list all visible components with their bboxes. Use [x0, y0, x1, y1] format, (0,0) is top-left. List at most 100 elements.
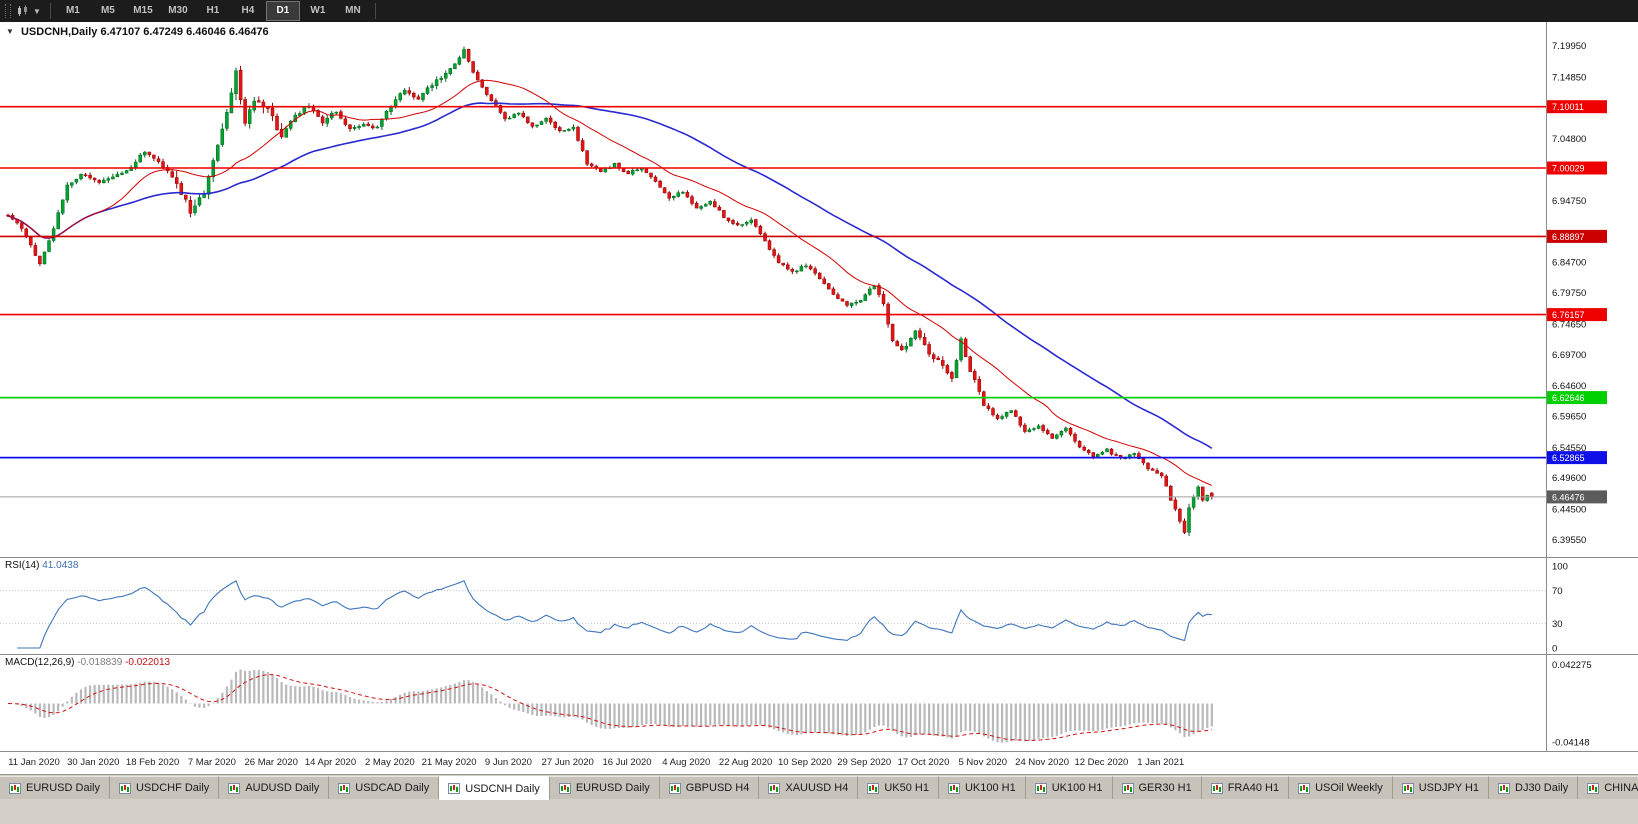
- chart-tab-icon: [1401, 782, 1414, 794]
- rsi-panel: 100 70 30 0: [0, 562, 1568, 655]
- chart-tab-usdcad-daily[interactable]: USDCAD Daily: [329, 776, 440, 799]
- chart-tab-usdcnh-daily[interactable]: USDCNH Daily: [439, 776, 550, 800]
- date-axis-label: 2 May 2020: [365, 757, 415, 768]
- current-price-badge: [1547, 490, 1607, 504]
- timeframe-button-h1[interactable]: H1: [206, 5, 220, 16]
- date-axis-label: 9 Jun 2020: [485, 757, 532, 768]
- chart-tab-icon: [1210, 782, 1223, 794]
- price-axis[interactable]: 7.19950 7.14850 7.04800 6.94750 6.84700 6.797…: [1552, 41, 1586, 546]
- chart-tab-gbpusd-h4[interactable]: GBPUSD H4: [659, 776, 760, 799]
- chart-tab-icon: [448, 783, 461, 794]
- timeframe-buttons: M1 M5 M15 M30 H1 H4 D1 W1 MN: [56, 1, 370, 21]
- price-level-badge-text: 6.52865: [1552, 453, 1585, 463]
- date-axis-label: 12 Dec 2020: [1074, 757, 1128, 768]
- price-level-badge: [1547, 229, 1607, 243]
- price-axis-tick: 6.69700: [1552, 350, 1586, 361]
- price-axis-tick: 7.14850: [1552, 73, 1586, 84]
- timeframe-toolbar: ▼ M1 M5 M15 M30 H1 H4 D1 W1 MN: [0, 0, 1638, 22]
- timeframe-button-h4[interactable]: H4: [241, 5, 255, 16]
- chevron-down-icon[interactable]: ▼: [33, 6, 41, 16]
- toolbar-grip[interactable]: [5, 4, 11, 18]
- chart-tab-audusd-daily[interactable]: AUDUSD Daily: [219, 776, 330, 799]
- chart-tab-label: USDJPY H1: [1418, 782, 1480, 794]
- chart-tab-usdjpy-h1[interactable]: USDJPY H1: [1392, 776, 1490, 799]
- rsi-indicator-value: 41.0438: [42, 560, 79, 571]
- price-level-badge: [1547, 451, 1607, 465]
- chart-tab-dj30-daily[interactable]: DJ30 Daily: [1489, 776, 1579, 799]
- chart-tab-fra40-h1[interactable]: FRA40 H1: [1201, 776, 1290, 799]
- price-axis-tick: 6.84700: [1552, 258, 1586, 269]
- date-axis-label: 1 Jan 2021: [1137, 757, 1184, 768]
- chart-tab-uk100-h1[interactable]: UK100 H1: [1025, 776, 1113, 799]
- rsi-axis-label: 70: [1552, 586, 1563, 597]
- current-price-badge-text: 6.46476: [1552, 492, 1585, 502]
- date-axis-label: 26 Mar 2020: [245, 757, 298, 768]
- date-axis-label: 17 Oct 2020: [898, 757, 950, 768]
- date-axis[interactable]: 11 Jan 2020 30 Jan 2020 18 Feb 2020 7 Mar 2…: [8, 757, 1184, 768]
- date-axis-label: 4 Aug 2020: [662, 757, 710, 768]
- date-axis-label: 16 Jul 2020: [602, 757, 651, 768]
- chart-tab-icon: [1587, 782, 1600, 794]
- rsi-line: [17, 579, 1212, 649]
- timeframe-button-m30[interactable]: M30: [168, 5, 188, 16]
- chart-tab-icon: [1121, 782, 1134, 794]
- chart-tab-label: UK100 H1: [1051, 782, 1103, 794]
- date-axis-label: 11 Jan 2020: [8, 757, 60, 768]
- chart-tab-uk100-h1[interactable]: UK100 H1: [938, 776, 1026, 799]
- timeframe-button-m1[interactable]: M1: [65, 5, 80, 16]
- price-level-badge: [1547, 308, 1607, 322]
- chart-tab-uk50-h1[interactable]: UK50 H1: [858, 776, 939, 799]
- chart-tab-label: AUDUSD Daily: [245, 782, 320, 794]
- chart-tab-eurusd-daily[interactable]: EURUSD Daily: [549, 776, 660, 799]
- toolbar-separator: [374, 3, 376, 19]
- chart-tab-icon: [558, 782, 571, 794]
- timeframe-button-m5[interactable]: M5: [100, 5, 115, 16]
- chart-tab-bar: EURUSD Daily USDCHF Daily AUDUSD Daily USDC…: [0, 774, 1638, 824]
- price-axis-tick: 6.79750: [1552, 288, 1586, 299]
- rsi-axis-label: 0: [1552, 644, 1557, 655]
- date-axis-label: 5 Nov 2020: [959, 757, 1008, 768]
- chart-tab-label: UK100 H1: [964, 782, 1016, 794]
- rsi-axis-label: 30: [1552, 619, 1563, 630]
- rsi-indicator-name: RSI(14): [5, 560, 40, 571]
- timeframe-button-mn[interactable]: MN: [345, 5, 361, 16]
- timeframe-button-w1[interactable]: W1: [310, 5, 326, 16]
- chart-tab-usdchf-daily[interactable]: USDCHF Daily: [109, 776, 220, 799]
- date-axis-label: 27 Jun 2020: [542, 757, 594, 768]
- chart-tab-icon: [947, 782, 960, 794]
- date-axis-label: 10 Sep 2020: [778, 757, 832, 768]
- price-level-badge-text: 7.10011: [1552, 102, 1584, 112]
- macd-signal-value: -0.022013: [125, 657, 171, 668]
- chart-tab-china300-h1[interactable]: CHINA300 H1: [1578, 776, 1638, 799]
- price-level-badge: [1547, 161, 1607, 175]
- chart-tab-icon: [9, 782, 21, 794]
- candlestick-chart-icon[interactable]: [16, 5, 30, 17]
- chart-tab-ger30-h1[interactable]: GER30 H1: [1112, 776, 1202, 799]
- date-axis-label: 18 Feb 2020: [126, 757, 179, 768]
- chart-tab-icon: [668, 782, 681, 794]
- price-axis-tick: 7.04800: [1552, 134, 1586, 145]
- price-level-badge-text: 6.88897: [1552, 232, 1585, 242]
- timeframe-button-d1[interactable]: D1: [265, 1, 300, 21]
- chart-tab-label: DJ30 Daily: [1515, 782, 1569, 794]
- chart-tab-label: USDCHF Daily: [135, 782, 210, 794]
- chart-tab-usoil-weekly[interactable]: USOil Weekly: [1289, 776, 1393, 799]
- timeframe-button-m15[interactable]: M15: [133, 5, 153, 16]
- date-axis-label: 24 Nov 2020: [1015, 757, 1069, 768]
- macd-panel: 0.042275 -0.04148: [11, 660, 1592, 749]
- date-axis-label: 7 Mar 2020: [188, 757, 236, 768]
- rsi-indicator-label: RSI(14) 41.0438: [5, 560, 78, 571]
- chart-tab-label: UK50 H1: [884, 782, 929, 794]
- chart-tab-xauusd-h4[interactable]: XAUUSD H4: [759, 776, 859, 799]
- chart-tab-icon: [118, 782, 131, 794]
- chart-collapse-arrow[interactable]: ▼: [6, 27, 14, 36]
- chart-tab-icon: [228, 782, 241, 794]
- chart-tab-label: GBPUSD H4: [685, 782, 750, 794]
- chart-title: ▼ USDCNH,Daily 6.47107 6.47249 6.46046 6…: [6, 26, 269, 38]
- chart-tab-label: CHINA300 H1: [1604, 782, 1638, 794]
- price-level-badge-text: 6.76157: [1552, 310, 1585, 320]
- price-level-badge: [1547, 100, 1607, 114]
- chart-tab-eurusd-daily[interactable]: EURUSD Daily: [0, 776, 110, 799]
- price-axis-tick: 6.54550: [1552, 443, 1586, 454]
